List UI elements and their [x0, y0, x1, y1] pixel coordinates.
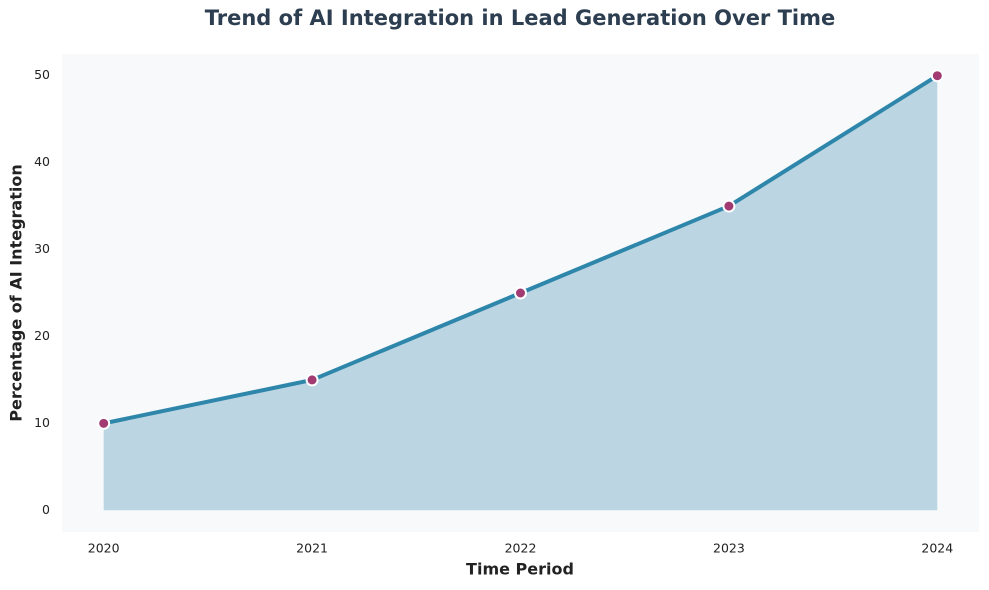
x-tick-label: 2021: [296, 541, 328, 556]
y-tick-label: 40: [34, 154, 50, 169]
y-axis-label: Percentage of AI Integration: [7, 164, 26, 421]
y-tick-label: 30: [34, 241, 50, 256]
y-tick-label: 10: [34, 415, 50, 430]
marker: [930, 69, 944, 83]
marker: [722, 199, 736, 213]
x-axis-label: Time Period: [466, 560, 574, 579]
x-tick-label: 2024: [921, 541, 953, 556]
x-tick-label: 2023: [713, 541, 745, 556]
chart-title: Trend of AI Integration in Lead Generati…: [205, 6, 836, 30]
marker: [305, 373, 319, 387]
x-tick-label: 2022: [505, 541, 537, 556]
x-tick-label: 2020: [88, 541, 120, 556]
marker: [97, 416, 111, 430]
y-tick-label: 0: [42, 502, 50, 517]
marker: [514, 286, 527, 300]
y-tick-label: 20: [34, 328, 50, 343]
y-tick-label: 50: [34, 67, 50, 82]
